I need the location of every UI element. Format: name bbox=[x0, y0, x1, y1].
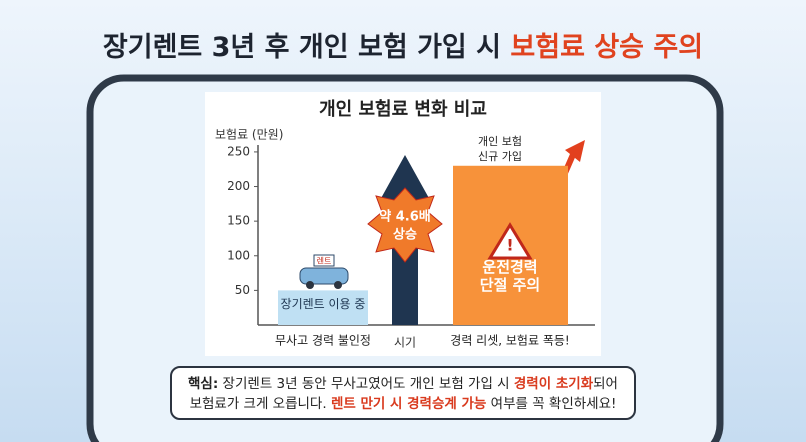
bar bbox=[278, 290, 368, 325]
car-wheel bbox=[306, 281, 314, 289]
x-axis-label: 시기 bbox=[394, 336, 416, 350]
note-line: 핵심: 장기렌트 3년 동안 무사고였어도 개인 보험 가입 시 경력이 초기화… bbox=[172, 374, 634, 394]
warning-icon bbox=[487, 222, 533, 260]
note-line: 보험료가 크게 오릅니다. 렌트 만기 시 경력승계 가능 여부를 꼭 확인하세… bbox=[172, 394, 634, 414]
note-text: 장기렌트 3년 동안 무사고였어도 개인 보험 가입 시 bbox=[218, 376, 514, 392]
warning-mark: ! bbox=[506, 236, 513, 255]
new-policy-label: 신규 가입 bbox=[478, 150, 522, 163]
trend-arrow-head bbox=[565, 140, 585, 162]
page-title: 장기렌트 3년 후 개인 보험 가입 시 보험료 상승 주의 bbox=[103, 32, 703, 63]
note-text: 핵심: bbox=[188, 376, 219, 392]
y-tick-label: 150 bbox=[227, 214, 250, 228]
note-text: 렌트 만기 시 경력승계 가능 bbox=[330, 396, 487, 412]
increase-label: 상승 bbox=[393, 228, 417, 243]
burst bbox=[367, 187, 443, 263]
car-badge: 렌트 bbox=[317, 256, 332, 266]
increase-label: 약 4.6배 bbox=[379, 209, 430, 225]
note-text: 경력이 초기화 bbox=[513, 376, 594, 392]
bar-label: 단절 주의 bbox=[480, 276, 540, 294]
y-tick-label: 250 bbox=[227, 144, 250, 158]
chart-title: 개인 보험료 변화 비교 bbox=[319, 98, 487, 120]
car-wheel bbox=[334, 281, 342, 289]
note-text: 되어 bbox=[593, 376, 618, 392]
bar-label: 운전경력 bbox=[482, 258, 537, 276]
note-text: 여부를 꼭 확인하세요! bbox=[486, 396, 617, 412]
y-tick-label: 100 bbox=[227, 248, 250, 262]
car-body bbox=[299, 267, 349, 285]
bar-label: 장기렌트 이용 중 bbox=[281, 297, 366, 311]
y-tick-label: 50 bbox=[235, 283, 250, 297]
x-tick-label: 경력 리셋, 보험료 폭등! bbox=[450, 334, 569, 348]
key-note: 핵심: 장기렌트 3년 동안 무사고였어도 개인 보험 가입 시 경력이 초기화… bbox=[170, 366, 636, 420]
y-axis-label: 보험료 (만원) bbox=[215, 128, 283, 142]
car-badge-bg bbox=[313, 254, 335, 267]
note-text: 보험료가 크게 오릅니다. bbox=[189, 396, 331, 412]
y-tick-label: 200 bbox=[227, 179, 250, 193]
x-tick-label: 무사고 경력 불인정 bbox=[275, 334, 371, 348]
new-policy-label: 개인 보험 bbox=[478, 135, 522, 148]
